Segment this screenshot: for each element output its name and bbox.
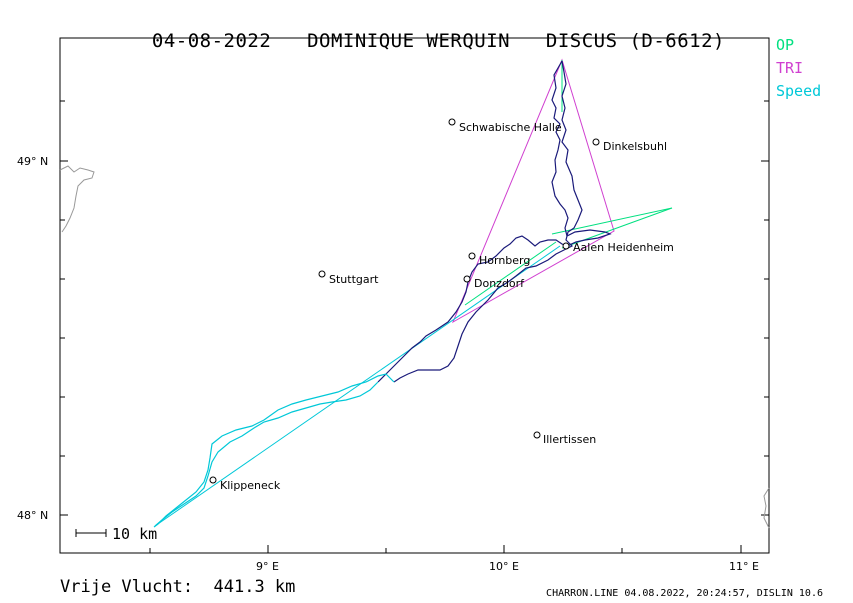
distance-label: Vrije Vlucht: 441.3 km xyxy=(60,577,296,597)
marker-klippeneck xyxy=(209,476,217,484)
place-markers xyxy=(209,118,600,484)
label-aalen-heidenheim: Aalen Heidenheim xyxy=(573,241,674,254)
bottom-axis-ticks xyxy=(149,545,742,553)
border-line-left xyxy=(59,165,95,233)
x-tick-9e: 9° E xyxy=(256,560,279,573)
scale-bar xyxy=(75,529,107,537)
legend-tri: TRI xyxy=(776,59,804,77)
flight-track-cyan xyxy=(153,373,395,528)
op-route xyxy=(464,60,673,306)
flight-date: 04-08-2022 xyxy=(151,30,272,52)
label-schwabische-halle: Schwabische Halle xyxy=(459,121,562,134)
marker-dinkelsbuhl xyxy=(592,138,600,146)
chart-title: 04-08-2022 DOMINIQUE WERQUIN DISCUS (D-6… xyxy=(0,8,853,52)
marker-stuttgart xyxy=(318,270,326,278)
scale-bar-label: 10 km xyxy=(112,525,157,543)
label-donzdorf: Donzdorf xyxy=(474,277,525,290)
right-axis-ticks xyxy=(761,100,769,516)
flight-track-cyan-2 xyxy=(154,381,379,527)
legend-speed: Speed xyxy=(776,82,822,100)
label-klippeneck: Klippeneck xyxy=(220,479,281,492)
label-dinkelsbuhl: Dinkelsbuhl xyxy=(603,140,667,153)
marker-aalen-heidenheim xyxy=(562,242,570,250)
marker-donzdorf xyxy=(463,275,471,283)
border-line-right xyxy=(763,487,770,529)
x-tick-11e: 11° E xyxy=(729,560,759,573)
legend-op: OP xyxy=(776,36,795,54)
pilot-name: DOMINIQUE WERQUIN xyxy=(307,30,511,52)
footer-info: CHARRON.LINE 04.08.2022, 20:24:57, DISLI… xyxy=(546,588,823,599)
marker-hornberg xyxy=(468,252,476,260)
label-stuttgart: Stuttgart xyxy=(329,273,379,286)
label-illertissen: Illertissen xyxy=(543,433,596,446)
glider-name: DISCUS (D-6612) xyxy=(545,30,725,52)
left-axis-ticks xyxy=(60,100,68,516)
speed-line xyxy=(154,245,561,527)
flight-track-dark-2 xyxy=(393,60,583,383)
x-tick-10e: 10° E xyxy=(489,560,519,573)
map-frame xyxy=(59,37,770,554)
legend: OP TRI Speed xyxy=(776,34,821,103)
flight-track-dark xyxy=(377,60,612,383)
marker-illertissen xyxy=(533,431,541,439)
label-hornberg: Hornberg xyxy=(479,254,530,267)
tri-route xyxy=(451,58,615,324)
marker-schwabische-halle xyxy=(448,118,456,126)
y-tick-48n: 48° N xyxy=(17,509,48,522)
y-tick-49n: 49° N xyxy=(17,155,48,168)
